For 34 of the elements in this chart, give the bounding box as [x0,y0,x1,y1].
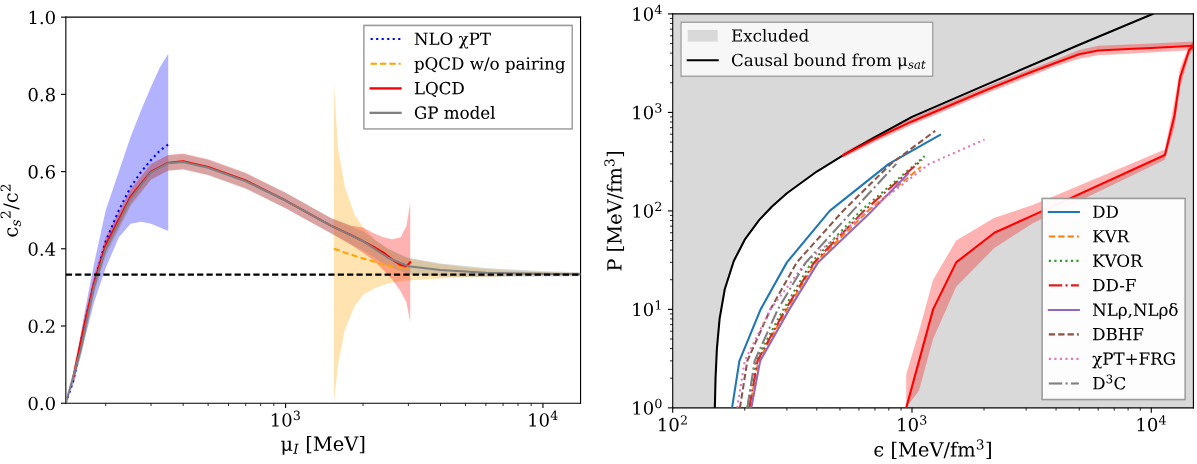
y-tick-label: 10$^{4}$ [633,4,662,21]
legend-label: NLρ,NLρδ [1092,303,1178,320]
legend-label: DD-F [1093,279,1136,292]
x-tick-label: 10$^{4}$ [529,410,558,427]
y-tick-label: 10$^{1}$ [633,300,661,317]
y-tick-label: 0.0 [28,396,55,411]
x-axis-title: ϵ [MeV/fm$^{3}$] [874,439,991,460]
x-axis-title: μ$_{I}$ [MeV] [281,435,365,455]
legend-label: D$^{3}$C [1093,374,1126,390]
legend-label: KVOR [1093,254,1143,267]
legend-label: pQCD w/o pairing [414,57,566,74]
y-tick-label: 10$^{0}$ [633,398,662,415]
y-axis-title: c$_{s}$$^{2}$/c$^{2}$ [0,184,21,237]
y-tick-label: 0.8 [28,87,55,102]
y-tick-label: 10$^{3}$ [633,103,662,120]
y-tick-label: 10$^{2}$ [633,201,662,218]
x-tick-label: 10$^{3}$ [898,415,927,432]
legend-label: GP model [414,106,495,119]
y-axis-title: P [MeV/fm$^{3}$] [604,151,625,271]
band-label: Excluded [731,28,809,42]
x-tick-label: 10$^{3}$ [271,410,300,427]
legend-label: DD [1093,205,1118,218]
legend-label: Causal bound from μ$_{sat}$ [731,53,926,70]
legend-label: DBHF [1093,328,1144,341]
legend-label: KVR [1093,230,1130,243]
y-tick-label: 0.4 [28,242,56,256]
x-tick-label: 10$^{4}$ [1137,415,1166,432]
x-tick-label: 10$^{2}$ [659,415,687,432]
y-tick-label: 0.2 [28,319,55,334]
y-tick-label: 0.6 [28,165,55,179]
legend-label: NLO χPT [414,32,491,49]
legend-label: LQCD [414,81,464,97]
legend-label: χPT+FRG [1092,352,1175,369]
y-tick-label: 1.0 [29,10,55,25]
